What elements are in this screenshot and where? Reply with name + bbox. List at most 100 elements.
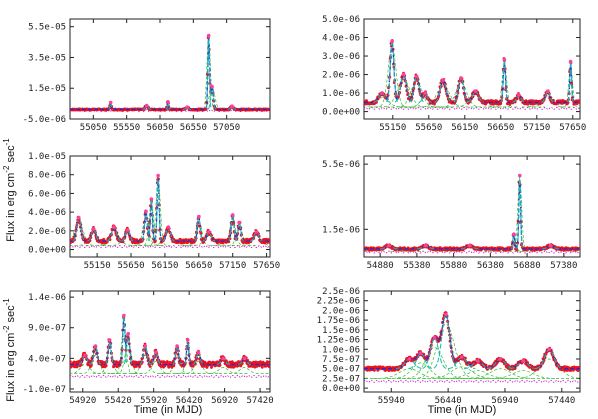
- y-tick-label: 6.0e-06: [28, 189, 66, 199]
- y-tick-label: 0.0e+00: [28, 246, 66, 256]
- x-tick-label: 56650: [185, 261, 212, 271]
- background-curve: [70, 245, 270, 249]
- peak-marker: [93, 344, 98, 348]
- peak-marker: [154, 350, 158, 355]
- component-curve: [129, 214, 163, 246]
- peak-curve: [235, 221, 244, 242]
- peak-marker: [432, 335, 437, 340]
- x-tick-label: 57150: [523, 123, 550, 133]
- peak-marker: [210, 84, 214, 89]
- x-tick-label: 56550: [180, 123, 207, 133]
- plot-frame: [69, 155, 271, 258]
- observed-point: [365, 368, 369, 372]
- peak-marker: [568, 59, 573, 64]
- observed-point: [202, 240, 205, 244]
- component-curve: [111, 342, 146, 374]
- peak-marker: [196, 350, 201, 355]
- y-tick-label: 1.4e-06: [28, 293, 66, 303]
- y-tick-label: 4.0e-06: [322, 34, 360, 44]
- observed-point: [135, 365, 138, 368]
- peak-marker: [126, 332, 130, 336]
- peak-marker: [242, 356, 247, 361]
- y-tick-label: 7.5e-07: [322, 355, 360, 365]
- peak-marker: [423, 91, 428, 95]
- peak-marker: [512, 232, 516, 236]
- y-tick-label: 2.0e-06: [28, 227, 66, 237]
- x-tick-label: 55940: [378, 396, 405, 406]
- model-curve: [70, 37, 270, 111]
- y-tick-label: 0.0e+00: [322, 384, 360, 394]
- peak-marker: [149, 197, 154, 201]
- peak-marker: [175, 344, 179, 348]
- observed-point: [168, 361, 172, 364]
- y-tick-label: 4.0e-07: [28, 354, 66, 364]
- component-curve: [92, 348, 127, 374]
- peak-marker: [143, 344, 147, 348]
- model-curve: [364, 313, 580, 370]
- peak-marker: [468, 243, 472, 248]
- component-curve: [177, 361, 220, 374]
- peak-curve: [89, 345, 102, 365]
- peak-marker: [459, 76, 464, 81]
- x-tick-label: 54880: [367, 261, 394, 271]
- peak-marker: [380, 91, 384, 95]
- observed-point: [526, 361, 530, 364]
- peak-marker: [197, 215, 201, 219]
- peak-curve: [228, 105, 236, 110]
- peak-marker: [387, 243, 391, 248]
- x-tick-label: 56880: [514, 261, 541, 271]
- peak-marker: [125, 228, 130, 232]
- panel-5: 54920 55420 55920 56420 56920 57420 -1.0e-07 4.…: [23, 290, 274, 406]
- y-tick-label: -1.0e-07: [23, 385, 66, 395]
- component-curve: [134, 361, 178, 374]
- x-tick-label: 56440: [435, 396, 462, 406]
- background-curve: [70, 374, 270, 378]
- component-curve: [85, 230, 143, 246]
- y-tick-label: 1.5e-06: [322, 326, 360, 336]
- component-curve: [398, 323, 494, 379]
- panels-group: 55050 55550 56050 56550 57050 -5.0e-06 1.5e-05…: [23, 15, 587, 406]
- observed-point: [170, 366, 174, 369]
- observed-point: [148, 365, 152, 368]
- x-axis-label-left: Time (in MJD): [134, 404, 203, 416]
- x-tick-label: 56150: [451, 123, 478, 133]
- y-tick-label: 1.25e-06: [317, 336, 360, 346]
- peak-marker: [77, 215, 81, 220]
- peak-curve: [139, 345, 151, 365]
- peak-marker: [206, 33, 211, 38]
- x-tick-label: 56920: [211, 396, 238, 406]
- y-tick-label: 1.0e-05: [28, 152, 66, 162]
- observed-point: [210, 366, 213, 369]
- peak-marker: [390, 39, 394, 43]
- observed-point: [530, 364, 534, 368]
- peak-marker: [230, 213, 235, 217]
- observed-point: [566, 101, 570, 105]
- y-tick-label: 3.5e-05: [28, 53, 66, 63]
- background-curve: [364, 379, 580, 383]
- peak-marker: [144, 103, 149, 108]
- peak-marker: [401, 72, 406, 77]
- peak-curve: [373, 92, 391, 103]
- model-curve: [364, 180, 580, 250]
- plot-frame: [363, 290, 581, 393]
- peak-marker: [444, 312, 448, 317]
- x-tick-label: 57380: [550, 261, 577, 271]
- model-curve: [70, 315, 270, 366]
- peak-marker: [407, 357, 412, 361]
- y-tick-label: 5.0e-07: [322, 365, 360, 375]
- x-tick-label: 55920: [140, 396, 167, 406]
- x-tick-label: 55050: [80, 123, 107, 133]
- plot-frame: [363, 155, 581, 258]
- component-curve: [521, 95, 574, 108]
- plot-area: [70, 33, 270, 113]
- background-curve: [364, 250, 580, 254]
- peak-marker: [419, 351, 423, 356]
- component-curve: [197, 367, 249, 374]
- y-tick-label: -5.0e-06: [23, 115, 66, 125]
- observed-point: [218, 363, 222, 367]
- peak-curve: [207, 85, 217, 110]
- x-tick-label: 54920: [69, 396, 96, 406]
- peak-curve: [172, 345, 182, 365]
- peak-curve: [147, 197, 155, 241]
- component-curve: [492, 99, 545, 108]
